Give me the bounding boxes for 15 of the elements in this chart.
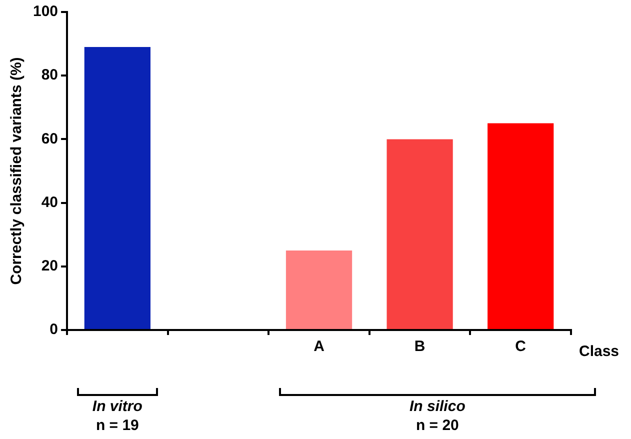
y-tick-label: 0: [50, 321, 58, 338]
y-tick-label: 100: [32, 3, 58, 20]
y-axis-title: Correctly classified variants (%): [8, 57, 26, 285]
y-tick-label: 20: [41, 258, 58, 275]
x-axis-title: Class: [579, 343, 620, 360]
y-tick-label: 80: [41, 66, 58, 84]
x-tick-label: C: [515, 338, 526, 356]
x-tick-label: B: [414, 338, 426, 356]
text: In vitro: [92, 398, 142, 415]
x-tick-label: A: [314, 338, 325, 356]
y-tick-label: 40: [41, 194, 58, 211]
y-tick-label: 60: [41, 130, 58, 148]
text: n = 20: [416, 417, 459, 434]
text: In silico: [410, 398, 466, 415]
text: n = 19: [96, 417, 139, 434]
